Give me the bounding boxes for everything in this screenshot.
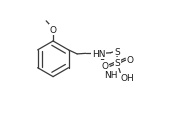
Text: O: O: [102, 61, 109, 70]
Text: O: O: [50, 26, 57, 35]
Text: O: O: [127, 55, 134, 64]
Text: NH: NH: [104, 70, 118, 79]
Text: S: S: [114, 47, 120, 56]
Text: HN: HN: [92, 49, 106, 58]
Text: S: S: [114, 58, 120, 67]
Text: OH: OH: [120, 74, 134, 83]
